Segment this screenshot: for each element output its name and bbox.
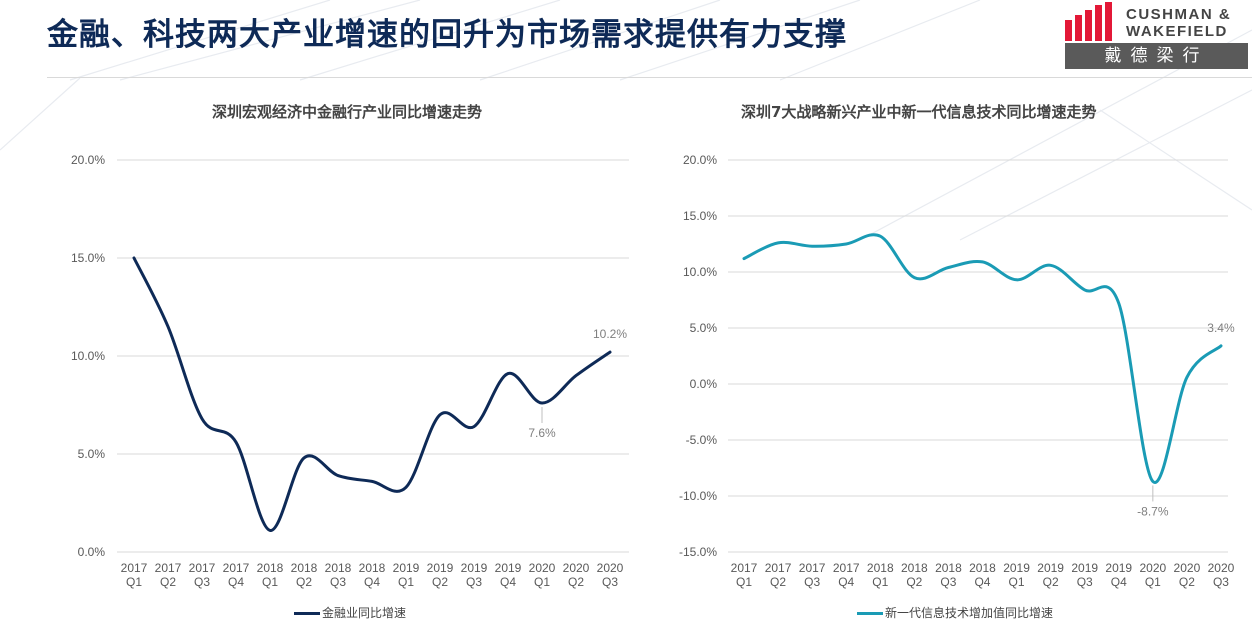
- y-tick-label: -15.0%: [679, 545, 717, 559]
- y-tick-label: -5.0%: [686, 433, 718, 447]
- legend-swatch: [294, 612, 320, 615]
- x-tick-label-quarter: Q2: [770, 575, 786, 589]
- x-tick-label-quarter: Q1: [736, 575, 752, 589]
- x-tick-label: 2020: [529, 561, 556, 575]
- x-tick-label-quarter: Q3: [602, 575, 618, 589]
- x-tick-label-quarter: Q1: [262, 575, 278, 589]
- data-label: 3.4%: [1207, 321, 1235, 335]
- data-label: 10.2%: [593, 327, 627, 341]
- x-tick-label: 2019: [1037, 561, 1064, 575]
- x-tick-label: 2020: [1174, 561, 1201, 575]
- y-tick-label: 15.0%: [71, 251, 105, 265]
- x-tick-label-quarter: Q3: [194, 575, 210, 589]
- data-label: 7.6%: [528, 426, 556, 440]
- y-tick-label: -10.0%: [679, 489, 717, 503]
- x-tick-label: 2020: [597, 561, 624, 575]
- x-tick-label-quarter: Q4: [838, 575, 854, 589]
- x-tick-label: 2018: [867, 561, 894, 575]
- chart-2-title: 深圳7大战略新兴产业中新一代信息技术同比增速走势: [741, 103, 1097, 121]
- x-tick-label-quarter: Q2: [432, 575, 448, 589]
- chart-1-legend: 金融业同比增速: [294, 604, 406, 621]
- x-tick-label-quarter: Q4: [974, 575, 990, 589]
- x-tick-label: 2017: [189, 561, 216, 575]
- x-tick-label-quarter: Q2: [296, 575, 312, 589]
- y-tick-label: 0.0%: [690, 377, 718, 391]
- x-tick-label: 2017: [121, 561, 148, 575]
- x-tick-label: 2019: [1071, 561, 1098, 575]
- x-tick-label-quarter: Q1: [398, 575, 414, 589]
- x-tick-label: 2017: [799, 561, 826, 575]
- y-tick-label: 20.0%: [683, 153, 717, 167]
- series-line: [742, 233, 1223, 484]
- series-line: [132, 256, 612, 532]
- x-tick-label-quarter: Q2: [160, 575, 176, 589]
- x-tick-label: 2018: [359, 561, 386, 575]
- x-tick-label: 2019: [393, 561, 420, 575]
- x-tick-label: 2018: [325, 561, 352, 575]
- x-tick-label: 2019: [1003, 561, 1030, 575]
- x-tick-label: 2020: [1139, 561, 1166, 575]
- x-tick-label: 2019: [495, 561, 522, 575]
- logo-chinese-name: 戴德梁行: [1065, 43, 1248, 69]
- x-tick-label-quarter: Q4: [500, 575, 516, 589]
- x-tick-label-quarter: Q1: [126, 575, 142, 589]
- x-tick-label: 2019: [427, 561, 454, 575]
- cushman-wakefield-logo: CUSHMAN & WAKEFIELD 戴德梁行: [1062, 2, 1252, 70]
- y-tick-label: 5.0%: [78, 447, 106, 461]
- x-tick-label: 2017: [223, 561, 250, 575]
- x-tick-label: 2018: [291, 561, 318, 575]
- y-tick-label: 10.0%: [683, 265, 717, 279]
- x-tick-label: 2020: [1208, 561, 1235, 575]
- x-tick-label: 2017: [731, 561, 758, 575]
- x-tick-label-quarter: Q1: [1145, 575, 1161, 589]
- y-tick-label: 15.0%: [683, 209, 717, 223]
- x-tick-label-quarter: Q3: [330, 575, 346, 589]
- x-tick-label-quarter: Q2: [1179, 575, 1195, 589]
- y-tick-label: 20.0%: [71, 153, 105, 167]
- x-tick-label-quarter: Q2: [1043, 575, 1059, 589]
- x-tick-label-quarter: Q3: [804, 575, 820, 589]
- legend-swatch: [857, 612, 883, 615]
- legend-label: 新一代信息技术增加值同比增速: [885, 606, 1054, 620]
- x-tick-label-quarter: Q1: [1009, 575, 1025, 589]
- x-tick-label-quarter: Q2: [906, 575, 922, 589]
- building-logo-icon: [1065, 2, 1112, 41]
- x-tick-label-quarter: Q4: [1111, 575, 1127, 589]
- logo-line-2: WAKEFIELD: [1126, 23, 1228, 40]
- x-tick-label: 2018: [935, 561, 962, 575]
- x-tick-label-quarter: Q4: [364, 575, 380, 589]
- x-tick-label: 2018: [257, 561, 284, 575]
- x-tick-label: 2018: [969, 561, 996, 575]
- x-tick-label-quarter: Q1: [872, 575, 888, 589]
- y-tick-label: 5.0%: [690, 321, 718, 335]
- x-tick-label-quarter: Q3: [940, 575, 956, 589]
- x-tick-label: 2019: [461, 561, 488, 575]
- x-tick-label: 2019: [1105, 561, 1132, 575]
- x-tick-label: 2020: [563, 561, 590, 575]
- x-tick-label: 2017: [833, 561, 860, 575]
- title-divider: [47, 77, 1252, 78]
- data-label: -8.7%: [1137, 504, 1169, 518]
- chart-2-legend: 新一代信息技术增加值同比增速: [857, 604, 1053, 621]
- x-tick-label-quarter: Q3: [1213, 575, 1229, 589]
- x-tick-label-quarter: Q3: [466, 575, 482, 589]
- y-tick-label: 10.0%: [71, 349, 105, 363]
- page-title: 金融、科技两大产业增速的回升为市场需求提供有力支撑: [47, 17, 847, 53]
- x-tick-label-quarter: Q2: [568, 575, 584, 589]
- x-tick-label: 2018: [901, 561, 928, 575]
- x-tick-label-quarter: Q1: [534, 575, 550, 589]
- x-tick-label-quarter: Q4: [228, 575, 244, 589]
- legend-label: 金融业同比增速: [322, 606, 407, 620]
- x-tick-label: 2017: [765, 561, 792, 575]
- x-tick-label: 2017: [155, 561, 182, 575]
- x-tick-label-quarter: Q3: [1077, 575, 1093, 589]
- chart-1-title: 深圳宏观经济中金融行产业同比增速走势: [212, 103, 483, 121]
- y-tick-label: 0.0%: [78, 545, 106, 559]
- logo-line-1: CUSHMAN &: [1126, 6, 1232, 23]
